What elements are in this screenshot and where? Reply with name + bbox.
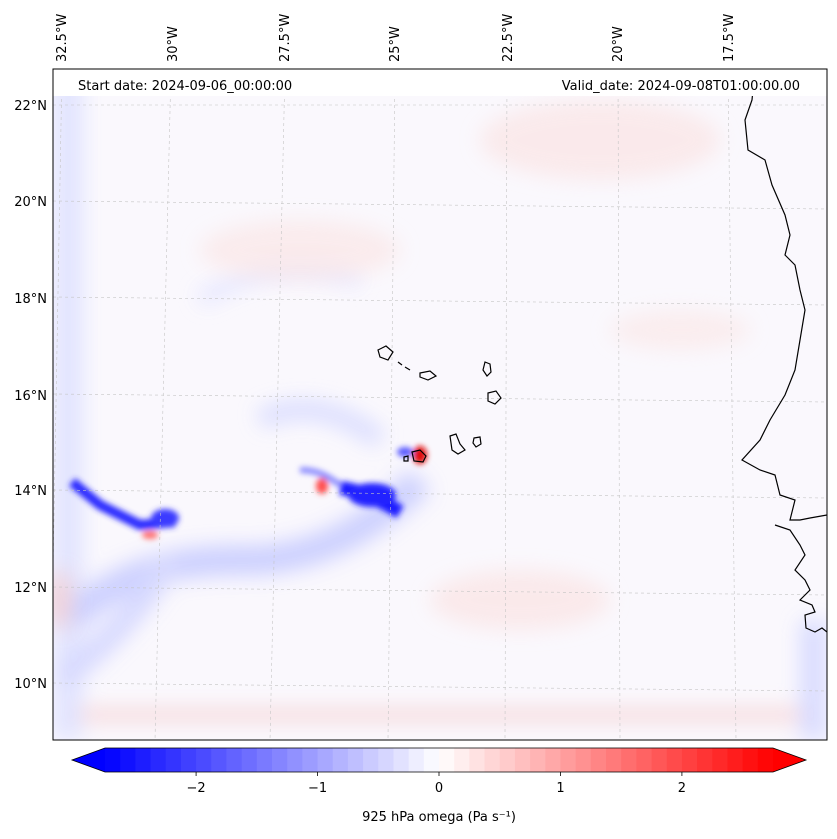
colorbar-segment <box>514 748 531 772</box>
lat-label: 22°N <box>14 99 47 114</box>
colorbar-segment <box>575 748 592 772</box>
lat-label: 14°N <box>14 484 47 499</box>
graticule <box>53 69 827 740</box>
colorbar: −2 −1 0 1 2 925 hPa omega (Pa s⁻¹) <box>70 747 808 825</box>
colorbar-segment <box>469 748 486 772</box>
lat-label: 16°N <box>14 389 47 404</box>
colorbar-ticks: −2 −1 0 1 2 <box>187 772 686 796</box>
lon-label: 20°W <box>611 26 626 62</box>
lon-label: 22.5°W <box>501 14 516 62</box>
colorbar-segment <box>697 748 713 772</box>
colorbar-segment <box>484 748 501 772</box>
header-band <box>53 69 827 96</box>
lon-label: 30°W <box>166 26 181 62</box>
omega-field <box>53 69 827 740</box>
colorbar-segment <box>393 748 410 772</box>
colorbar-segment <box>621 748 637 772</box>
colorbar-tick-label: 2 <box>678 781 686 796</box>
colorbar-segment <box>423 748 440 772</box>
colorbar-segment <box>712 748 729 772</box>
colorbar-segment <box>256 748 273 772</box>
lon-labels: 32.5°W 30°W 27.5°W 25°W 22.5°W 20°W 17.5… <box>55 14 737 62</box>
colorbar-extend-min <box>72 748 105 772</box>
valid-date-label: Valid_date: 2024-09-08T01:00:00.00 <box>562 79 800 94</box>
lon-label: 32.5°W <box>55 14 70 62</box>
colorbar-segment <box>211 748 228 772</box>
colorbar-segment <box>332 748 349 772</box>
colorbar-segment <box>226 748 243 772</box>
colorbar-segment <box>302 748 319 772</box>
colorbar-segment <box>636 748 653 772</box>
colorbar-segment <box>363 748 379 772</box>
lat-label: 18°N <box>14 292 47 307</box>
lon-label: 17.5°W <box>722 14 737 62</box>
colorbar-segment <box>757 748 774 772</box>
lat-label: 10°N <box>14 677 47 692</box>
lat-labels: 22°N 20°N 18°N 16°N 14°N 12°N 10°N <box>14 99 47 692</box>
colorbar-segment <box>560 748 577 772</box>
colorbar-segment <box>347 748 364 772</box>
colorbar-segment <box>135 748 152 772</box>
colorbar-segment <box>180 748 197 772</box>
colorbar-outline <box>70 747 808 773</box>
colorbar-segment <box>545 748 562 772</box>
colorbar-extend-max <box>773 748 806 772</box>
colorbar-segment <box>378 748 395 772</box>
lat-label: 20°N <box>14 195 47 210</box>
colorbar-segment <box>499 748 516 772</box>
colorbar-segment <box>196 748 212 772</box>
lon-label: 25°W <box>388 26 403 62</box>
colorbar-segment <box>105 748 121 772</box>
colorbar-segment <box>272 748 288 772</box>
colorbar-tick-label: 1 <box>556 781 564 796</box>
colorbar-label: 925 hPa omega (Pa s⁻¹) <box>362 810 516 825</box>
colorbar-tick-label: 0 <box>435 781 443 796</box>
colorbar-segment <box>408 748 425 772</box>
lon-label: 27.5°W <box>278 14 293 62</box>
colorbar-segment <box>530 748 546 772</box>
colorbar-segment <box>727 748 744 772</box>
colorbar-segment <box>590 748 607 772</box>
colorbar-tick-label: −1 <box>308 781 327 796</box>
start-date-label: Start date: 2024-09-06_00:00:00 <box>78 79 292 94</box>
colorbar-segment <box>606 748 622 772</box>
colorbar-segment <box>241 748 258 772</box>
colorbar-segment <box>651 748 668 772</box>
map-frame <box>52 68 828 741</box>
colorbar-segment <box>165 748 182 772</box>
colorbar-segment <box>287 748 303 772</box>
colorbar-segment <box>150 748 167 772</box>
colorbar-segment <box>666 748 683 772</box>
colorbar-segment <box>120 748 136 772</box>
colorbar-segment <box>742 748 759 772</box>
coastline <box>377 69 827 633</box>
colorbar-segment <box>454 748 470 772</box>
colorbar-segments <box>105 748 774 772</box>
colorbar-segment <box>317 748 334 772</box>
lat-label: 12°N <box>14 581 47 596</box>
colorbar-segment <box>439 748 455 772</box>
colorbar-tick-label: −2 <box>187 781 206 796</box>
colorbar-segment <box>681 748 698 772</box>
